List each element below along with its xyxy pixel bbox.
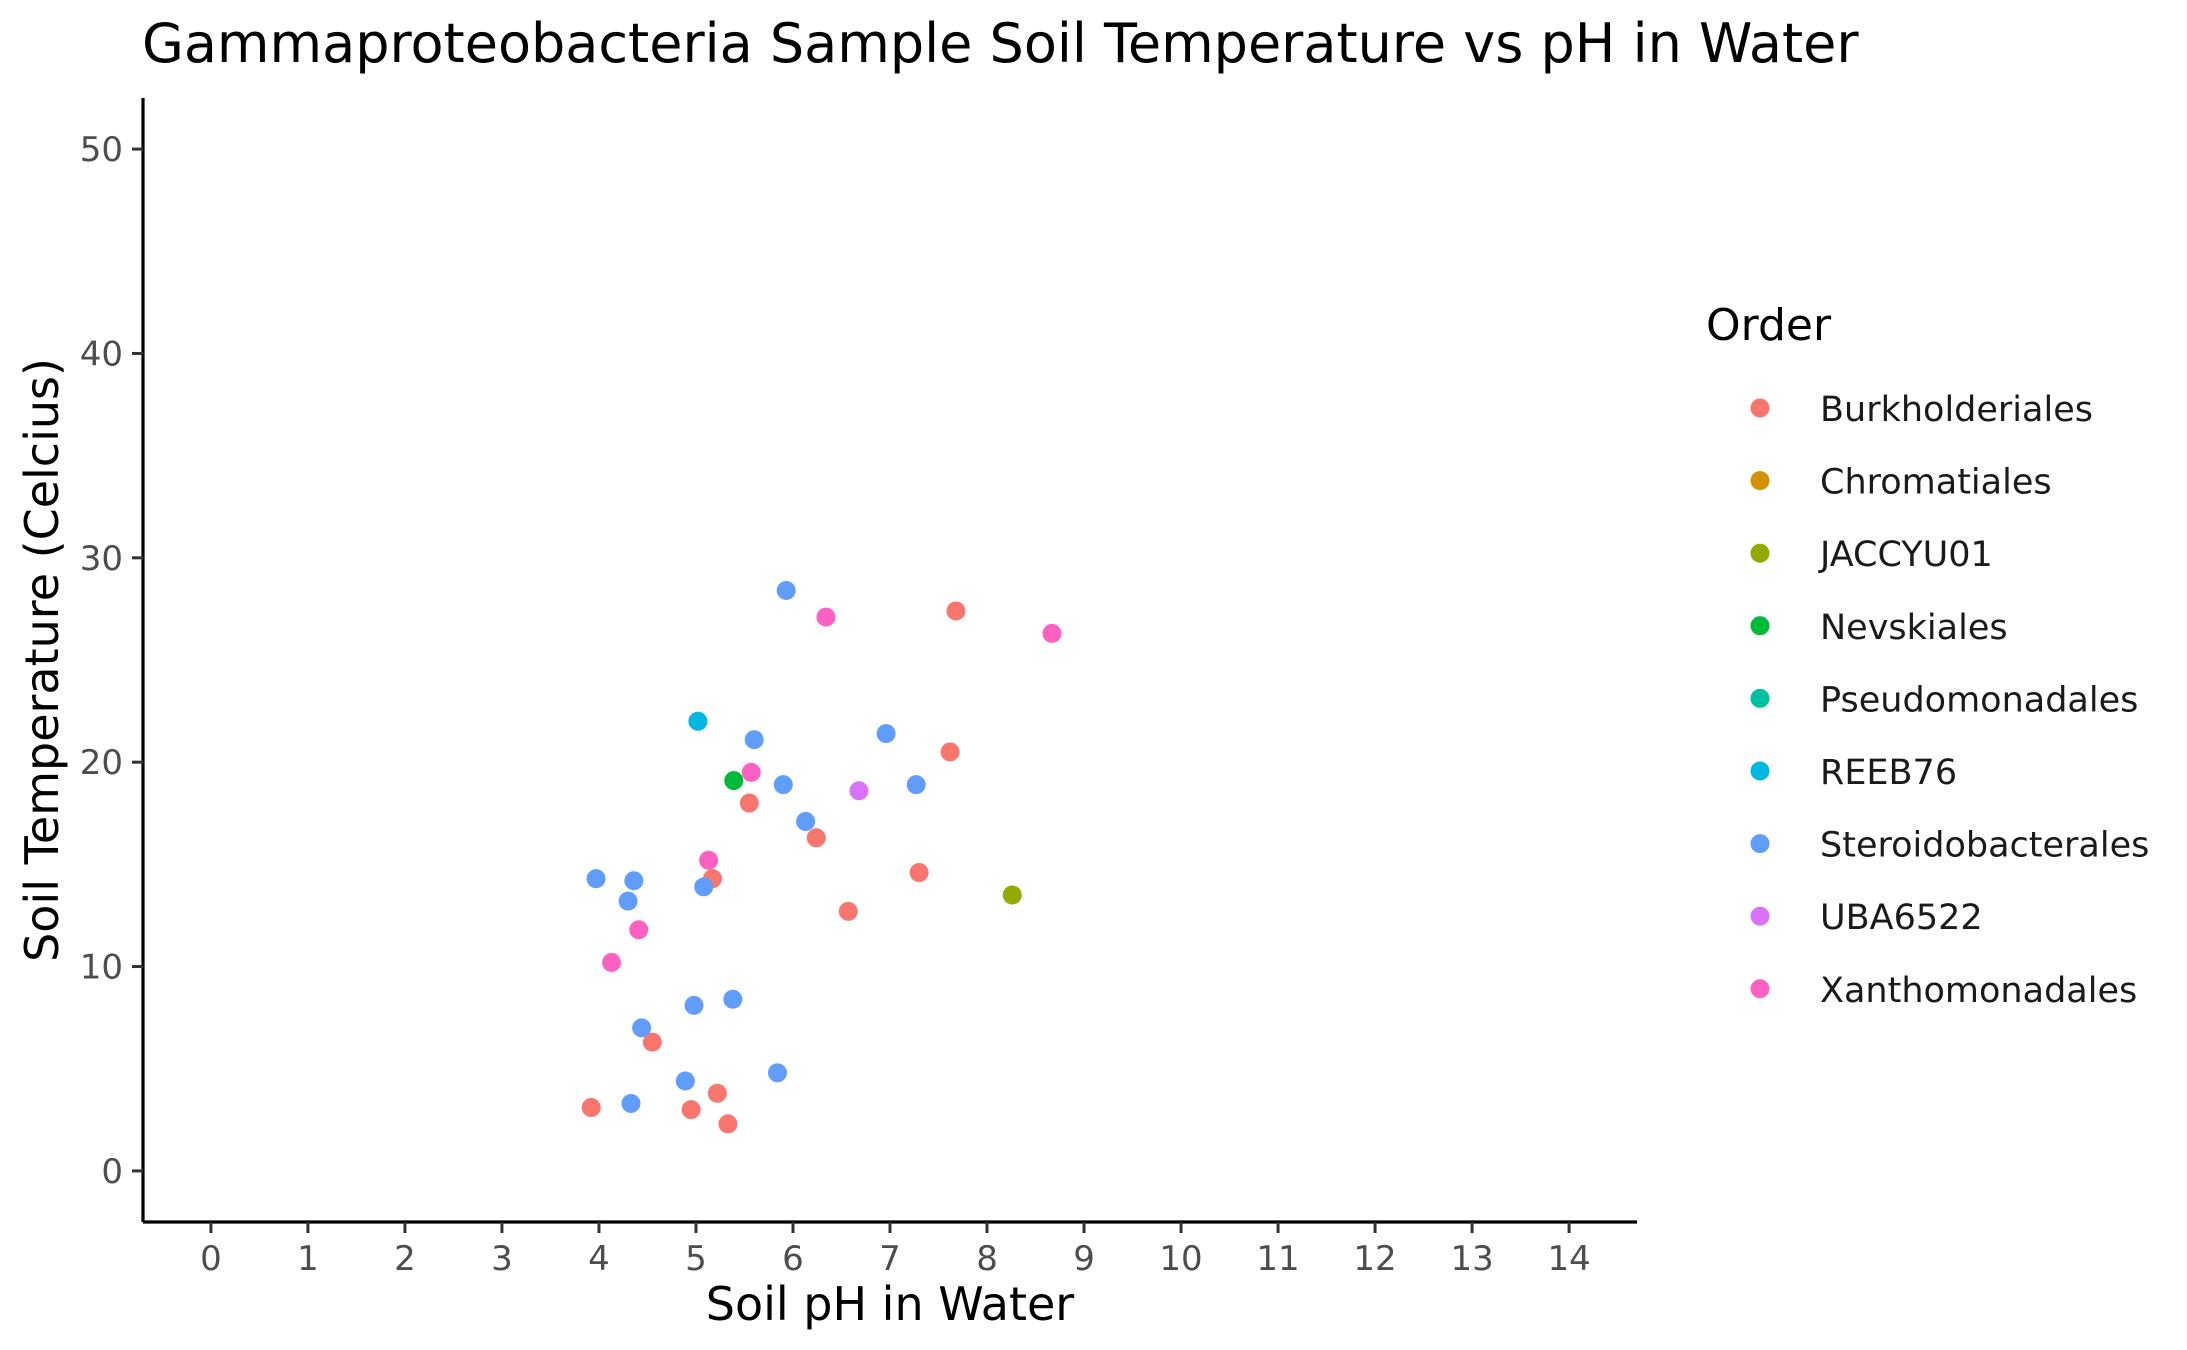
data-point-burkholderiales	[642, 1032, 662, 1052]
data-point-burkholderiales	[909, 863, 929, 883]
data-point-burkholderiales	[940, 742, 960, 762]
data-point-uba6522	[849, 781, 869, 801]
data-point-nevskiales	[724, 771, 744, 791]
data-point-steroidobacterales	[675, 1071, 695, 1091]
data-point-steroidobacterales	[618, 891, 638, 911]
x-axis: 0 1 2 3 4 5 6 7 8 9 10 11 12 13 14	[143, 1220, 1637, 1279]
data-points	[581, 581, 1062, 1134]
x-axis-title: Soil pH in Water	[706, 1277, 1075, 1331]
legend-key-pseudomonadales	[1750, 688, 1770, 708]
legend-label: Xanthomonadales	[1820, 971, 2137, 1011]
data-point-steroidobacterales	[632, 1018, 652, 1038]
data-point-burkholderiales	[681, 1100, 701, 1120]
data-point-xanthomonadales	[629, 920, 649, 940]
legend-key-nevskiales	[1750, 616, 1770, 636]
x-tick-label: 4	[588, 1239, 610, 1279]
legend: Order Burkholderiales Chromatiales JACCYU0…	[1706, 300, 2149, 1011]
data-point-burkholderiales	[806, 828, 826, 848]
data-point-burkholderiales	[707, 1083, 727, 1103]
x-tick-label: 0	[200, 1239, 222, 1279]
legend-label: JACCYU01	[1818, 535, 1993, 575]
data-point-steroidobacterales	[684, 995, 704, 1015]
data-point-xanthomonadales	[602, 952, 622, 972]
data-point-burkholderiales	[718, 1114, 738, 1134]
legend-label: Pseudomonadales	[1820, 680, 2138, 720]
legend-key-reeb76	[1750, 761, 1770, 781]
legend-label: Burkholderiales	[1820, 390, 2093, 430]
legend-key-uba6522	[1750, 906, 1770, 926]
data-point-burkholderiales	[838, 901, 858, 921]
y-tick-label: 0	[101, 1152, 123, 1192]
legend-label: Chromatiales	[1820, 463, 2052, 503]
data-point-burkholderiales	[581, 1098, 601, 1118]
legend-key-steroidobacterales	[1750, 834, 1770, 854]
data-point-burkholderiales	[739, 793, 759, 813]
legend-key-burkholderiales	[1750, 398, 1770, 418]
x-tick-label: 9	[1073, 1239, 1095, 1279]
data-point-steroidobacterales	[796, 811, 816, 831]
x-tick-label: 11	[1256, 1239, 1299, 1279]
x-tick-label: 1	[297, 1239, 319, 1279]
legend-label: Steroidobacterales	[1820, 826, 2149, 866]
x-tick-label: 6	[782, 1239, 804, 1279]
legend-key-jaccyu01	[1750, 543, 1770, 563]
y-tick-label: 30	[80, 539, 123, 579]
x-tick-label: 8	[976, 1239, 998, 1279]
y-axis-title: Soil Temperature (Celcius)	[15, 358, 69, 962]
x-tick-label: 13	[1450, 1239, 1493, 1279]
data-point-steroidobacterales	[767, 1063, 787, 1083]
x-tick-label: 2	[394, 1239, 416, 1279]
data-point-steroidobacterales	[723, 989, 743, 1009]
x-tick-label: 10	[1159, 1239, 1202, 1279]
data-point-steroidobacterales	[906, 775, 926, 795]
data-point-steroidobacterales	[586, 869, 606, 889]
legend-label: REEB76	[1820, 753, 1957, 793]
data-point-steroidobacterales	[621, 1093, 641, 1113]
data-point-burkholderiales	[946, 601, 966, 621]
x-tick-label: 14	[1547, 1239, 1590, 1279]
data-point-xanthomonadales	[816, 607, 836, 627]
y-tick-label: 10	[80, 948, 123, 988]
x-tick-label: 5	[685, 1239, 707, 1279]
y-tick-label: 40	[80, 334, 123, 374]
data-point-reeb76	[688, 711, 708, 731]
chart-title: Gammaproteobacteria Sample Soil Temperat…	[142, 12, 1859, 75]
data-point-steroidobacterales	[694, 877, 714, 897]
data-point-steroidobacterales	[773, 775, 793, 795]
data-point-xanthomonadales	[741, 762, 761, 782]
data-point-steroidobacterales	[744, 730, 764, 750]
data-point-xanthomonadales	[699, 850, 719, 870]
y-tick-label: 50	[80, 130, 123, 170]
y-tick-label: 20	[80, 743, 123, 783]
data-point-xanthomonadales	[1042, 623, 1062, 643]
data-point-steroidobacterales	[624, 871, 644, 891]
legend-title: Order	[1706, 300, 1832, 351]
legend-key-xanthomonadales	[1750, 979, 1770, 999]
data-point-steroidobacterales	[776, 581, 796, 601]
x-tick-label: 3	[491, 1239, 513, 1279]
legend-label: UBA6522	[1820, 898, 1983, 938]
data-point-steroidobacterales	[876, 724, 896, 744]
data-point-jaccyu01	[1002, 885, 1022, 905]
x-tick-label: 12	[1353, 1239, 1396, 1279]
legend-key-chromatiales	[1750, 471, 1770, 491]
legend-label: Nevskiales	[1820, 608, 2008, 648]
x-tick-label: 7	[879, 1239, 901, 1279]
y-axis: 0 10 20 30 40 50	[80, 98, 145, 1222]
